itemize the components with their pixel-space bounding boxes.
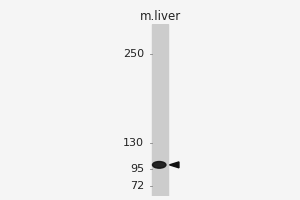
Text: 72: 72 — [130, 181, 144, 191]
Bar — [152, 24, 168, 196]
Text: 250: 250 — [123, 49, 144, 59]
Polygon shape — [169, 162, 179, 168]
Ellipse shape — [152, 162, 166, 168]
Text: 130: 130 — [123, 138, 144, 148]
Text: m.liver: m.liver — [140, 10, 181, 23]
Text: 95: 95 — [130, 164, 144, 174]
